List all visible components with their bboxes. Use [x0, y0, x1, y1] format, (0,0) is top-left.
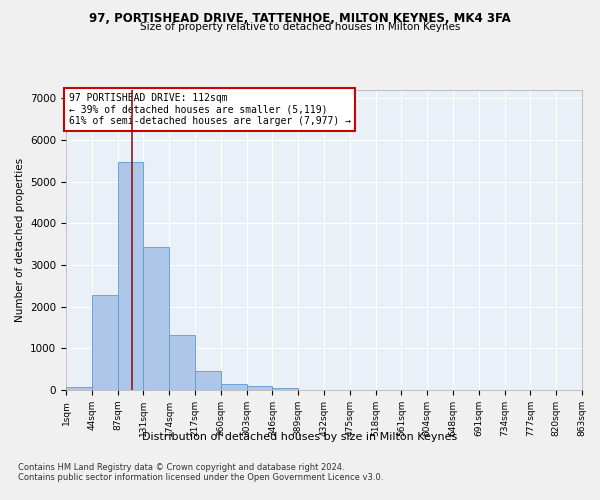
Bar	[221, 384, 247, 390]
Bar	[169, 336, 195, 390]
Bar	[92, 295, 118, 390]
Bar	[195, 371, 221, 390]
Text: Contains public sector information licensed under the Open Government Licence v3: Contains public sector information licen…	[18, 474, 383, 482]
Y-axis label: Number of detached properties: Number of detached properties	[14, 158, 25, 322]
Text: Contains HM Land Registry data © Crown copyright and database right 2024.: Contains HM Land Registry data © Crown c…	[18, 464, 344, 472]
Bar	[272, 388, 298, 390]
Text: 97, PORTISHEAD DRIVE, TATTENHOE, MILTON KEYNES, MK4 3FA: 97, PORTISHEAD DRIVE, TATTENHOE, MILTON …	[89, 12, 511, 26]
Text: Size of property relative to detached houses in Milton Keynes: Size of property relative to detached ho…	[140, 22, 460, 32]
Bar	[247, 386, 272, 390]
Bar	[66, 387, 92, 390]
Bar	[143, 246, 169, 390]
Text: 97 PORTISHEAD DRIVE: 112sqm
← 39% of detached houses are smaller (5,119)
61% of : 97 PORTISHEAD DRIVE: 112sqm ← 39% of det…	[68, 93, 350, 126]
Text: Distribution of detached houses by size in Milton Keynes: Distribution of detached houses by size …	[142, 432, 458, 442]
Bar	[118, 162, 143, 390]
